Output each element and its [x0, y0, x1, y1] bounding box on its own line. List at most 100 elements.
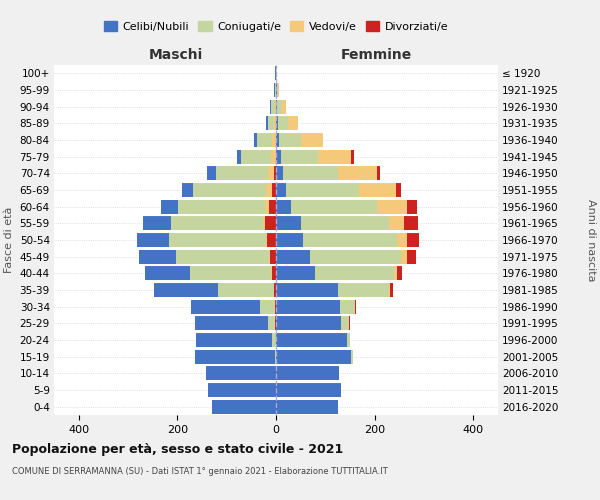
Bar: [216, 166, 268, 180]
Bar: [276, 183, 286, 197]
Bar: [338, 283, 389, 297]
Text: Popolazione per età, sesso e stato civile - 2021: Popolazione per età, sesso e stato civil…: [12, 442, 343, 456]
Bar: [288, 116, 298, 130]
Bar: [276, 400, 338, 414]
Bar: [268, 116, 274, 130]
Bar: [401, 250, 407, 264]
Bar: [355, 300, 356, 314]
Bar: [394, 266, 397, 280]
Bar: [193, 183, 266, 197]
Bar: [404, 216, 418, 230]
Bar: [191, 300, 260, 314]
Bar: [172, 216, 263, 230]
Text: Maschi: Maschi: [149, 48, 203, 62]
Text: Femmine: Femmine: [340, 48, 412, 62]
Bar: [391, 283, 393, 297]
Bar: [276, 316, 341, 330]
Bar: [281, 150, 318, 164]
Bar: [407, 233, 419, 247]
Bar: [272, 183, 276, 197]
Bar: [359, 183, 396, 197]
Bar: [276, 366, 339, 380]
Bar: [377, 166, 380, 180]
Bar: [178, 200, 265, 214]
Bar: [269, 200, 276, 214]
Bar: [212, 400, 276, 414]
Bar: [274, 83, 275, 97]
Bar: [206, 366, 276, 380]
Bar: [190, 266, 271, 280]
Bar: [275, 350, 276, 364]
Bar: [352, 150, 354, 164]
Bar: [276, 150, 281, 164]
Bar: [278, 116, 288, 130]
Bar: [278, 83, 280, 97]
Bar: [269, 250, 270, 264]
Bar: [277, 83, 278, 97]
Bar: [397, 233, 407, 247]
Bar: [236, 150, 241, 164]
Bar: [276, 233, 303, 247]
Bar: [286, 183, 359, 197]
Bar: [194, 350, 275, 364]
Bar: [266, 116, 268, 130]
Bar: [254, 133, 257, 147]
Bar: [276, 333, 347, 347]
Bar: [349, 316, 350, 330]
Bar: [276, 216, 301, 230]
Bar: [275, 316, 276, 330]
Bar: [310, 250, 401, 264]
Bar: [265, 200, 269, 214]
Bar: [260, 300, 275, 314]
Bar: [137, 233, 169, 247]
Bar: [301, 133, 323, 147]
Bar: [182, 183, 193, 197]
Bar: [208, 383, 276, 397]
Bar: [283, 166, 338, 180]
Bar: [407, 200, 416, 214]
Bar: [276, 383, 341, 397]
Bar: [276, 133, 279, 147]
Bar: [276, 350, 352, 364]
Bar: [169, 233, 266, 247]
Bar: [276, 266, 316, 280]
Bar: [275, 100, 276, 114]
Bar: [241, 150, 271, 164]
Bar: [271, 100, 275, 114]
Bar: [218, 283, 274, 297]
Bar: [194, 316, 268, 330]
Bar: [271, 150, 276, 164]
Bar: [389, 216, 404, 230]
Bar: [272, 333, 276, 347]
Bar: [266, 183, 272, 197]
Bar: [176, 250, 269, 264]
Bar: [291, 200, 377, 214]
Bar: [143, 216, 172, 230]
Bar: [196, 333, 272, 347]
Bar: [145, 266, 190, 280]
Bar: [269, 100, 271, 114]
Bar: [338, 166, 377, 180]
Bar: [277, 100, 283, 114]
Bar: [316, 266, 394, 280]
Bar: [274, 166, 276, 180]
Bar: [352, 350, 353, 364]
Bar: [161, 200, 178, 214]
Bar: [263, 216, 265, 230]
Bar: [268, 316, 275, 330]
Bar: [272, 133, 276, 147]
Bar: [407, 250, 416, 264]
Bar: [276, 283, 338, 297]
Bar: [396, 183, 401, 197]
Bar: [268, 166, 274, 180]
Text: Anni di nascita: Anni di nascita: [586, 198, 596, 281]
Bar: [377, 200, 407, 214]
Bar: [270, 250, 276, 264]
Bar: [275, 300, 276, 314]
Bar: [257, 133, 272, 147]
Bar: [318, 150, 352, 164]
Bar: [265, 216, 276, 230]
Bar: [274, 283, 276, 297]
Y-axis label: Fasce di età: Fasce di età: [4, 207, 14, 273]
Bar: [283, 100, 286, 114]
